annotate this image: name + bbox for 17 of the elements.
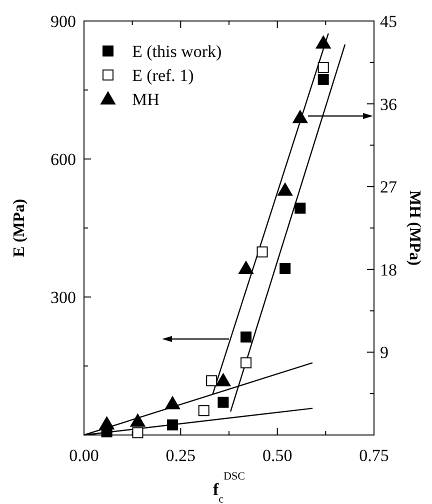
x-tick-label: 0.25 xyxy=(166,446,196,465)
x-tick-label: 0.50 xyxy=(262,446,292,465)
y2-tick-label: 9 xyxy=(380,343,388,362)
y-tick-label: 300 xyxy=(50,288,76,307)
legend-label: E (ref. 1) xyxy=(132,66,194,85)
y2-tick-label: 45 xyxy=(380,12,397,31)
x-tick-label: 0.75 xyxy=(359,446,389,465)
y-tick-label: 600 xyxy=(50,150,76,169)
y-axis-title: E (MPa) xyxy=(11,198,28,258)
y2-tick-label: 36 xyxy=(380,94,397,114)
legend-label: E (this work) xyxy=(132,42,222,61)
y2-axis-title: MH (MPa) xyxy=(406,190,423,266)
y2-tick-label: 18 xyxy=(380,260,397,280)
y2-tick-label: 27 xyxy=(380,178,398,197)
legend-label: MH xyxy=(132,90,160,109)
y-tick-label: 900 xyxy=(50,12,76,31)
x-tick-label: 0.00 xyxy=(69,446,99,465)
